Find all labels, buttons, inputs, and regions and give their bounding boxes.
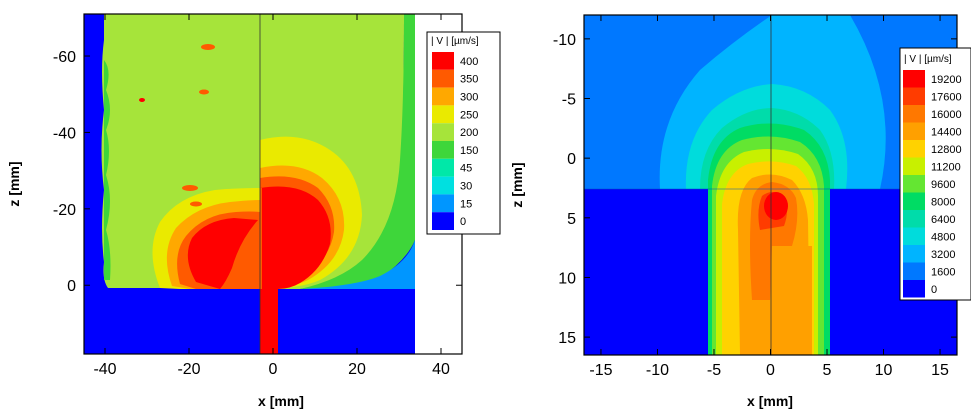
legend-level-label: 8000 [931,196,955,208]
right-x-tick-label: -10 [646,362,669,379]
legend-level-label: 9600 [931,179,955,191]
left-x-tick-label: 20 [348,361,366,378]
right-y-tick-label: 0 [567,151,576,168]
legend-swatch [903,122,925,140]
legend-level-label: 6400 [931,214,955,226]
left-spot-d [190,201,202,207]
legend-swatch [432,52,454,70]
left-x-axis: -40 -20 0 20 40 [93,14,450,378]
right-contour-plot: -15 -10 -5 0 5 10 15 -10 -5 0 5 10 15 x [mm] z [mm] [509,14,958,409]
left-x-axis-label: x [mm] [258,393,304,409]
right-x-tick-label: 10 [875,362,893,379]
legend-swatch [903,175,925,193]
right-column-19200 [764,192,788,220]
right-x-axis-label: x [mm] [747,393,793,409]
left-field-rightblue [300,14,415,289]
right-legend: | V | [µm/s] 192001760016000144001280011… [899,47,971,301]
left-ground-right [278,289,415,354]
legend-level-label: 150 [460,145,478,157]
legend-level-label: 17600 [931,91,962,103]
left-spot-b [199,89,209,95]
legend-level-label: 200 [460,127,478,139]
legend-level-label: 4800 [931,231,955,243]
left-spot-a [201,44,215,50]
legend-swatch [903,245,925,263]
legend-level-label: 11200 [931,161,961,173]
right-contour-field [584,15,957,355]
legend-level-label: 300 [460,92,478,104]
legend-swatch [432,176,454,195]
legend-swatch [432,123,454,141]
left-x-tick-label: 40 [432,361,450,378]
legend-swatch [432,69,454,88]
legend-level-label: 250 [460,109,478,121]
right-x-tick-label: -15 [589,362,612,379]
right-y-tick-label: -10 [553,32,576,49]
legend-level-label: 30 [460,181,472,193]
left-y-tick-label: -20 [53,202,76,219]
left-ground [84,289,260,354]
legend-level-label: 350 [460,74,478,86]
legend-level-label: 3200 [931,249,955,261]
legend-level-label: 19200 [931,74,962,86]
legend-swatch [903,192,925,210]
left-edge-spots [104,60,111,280]
left-legend-title: | V | [µm/s] [431,36,479,47]
left-contour-plot: -40 -20 0 20 40 -60 -40 -20 0 x [mm] z [mm] [6,13,463,409]
legend-level-label: 16000 [931,109,962,121]
left-spot-e [139,98,145,102]
legend-swatch [903,157,925,175]
legend-level-label: 0 [931,284,937,296]
legend-level-label: 45 [460,163,472,175]
right-legend-title: | V | [µm/s] [904,54,952,65]
right-x-tick-label: 15 [931,362,949,379]
left-y-axis-label: z [mm] [6,161,22,206]
left-contour-field [84,14,462,354]
right-y-tick-label: -5 [562,92,576,109]
left-x-tick-label: 0 [269,361,278,378]
legend-swatch [903,70,925,88]
legend-swatch [432,141,454,159]
left-y-tick-label: -40 [53,125,76,142]
legend-swatch [432,87,454,106]
legend-level-label: 0 [460,216,466,228]
right-x-tick-label: -5 [707,362,721,379]
right-y-tick-label: 15 [558,330,576,347]
right-x-tick-label: 5 [823,362,832,379]
legend-swatch [903,105,925,123]
legend-level-label: 12800 [931,144,962,156]
legend-level-label: 1600 [931,266,955,278]
legend-swatch [432,158,454,177]
right-legend-items: 1920017600160001440012800112009600800064… [903,70,962,298]
right-x-tick-label: 0 [766,362,775,379]
left-injection-needle [260,289,278,354]
left-y-tick-label: 0 [67,278,76,295]
right-y-tick-label: 10 [558,270,576,287]
legend-swatch [903,87,925,105]
legend-level-label: 15 [460,198,472,210]
right-y-axis-label: z [mm] [509,162,525,207]
right-x-axis: -15 -10 -5 0 5 10 15 [589,15,949,379]
legend-swatch [903,262,925,280]
left-x-tick-label: -40 [93,361,116,378]
legend-level-label: 400 [460,56,478,68]
left-spot-c [182,185,198,191]
legend-swatch [903,227,925,245]
legend-swatch [432,194,454,213]
legend-swatch [432,212,454,230]
legend-level-label: 14400 [931,126,962,138]
legend-swatch [903,280,925,298]
left-x-tick-label: -20 [177,361,200,378]
legend-swatch [903,140,925,158]
left-y-tick-label: -60 [53,49,76,66]
right-needle-zone [772,246,812,355]
right-y-tick-label: 5 [567,211,576,228]
left-y-axis: -60 -40 -20 0 [53,49,462,295]
legend-swatch [432,105,454,124]
left-contour-400 [187,186,331,289]
legend-swatch [903,210,925,228]
